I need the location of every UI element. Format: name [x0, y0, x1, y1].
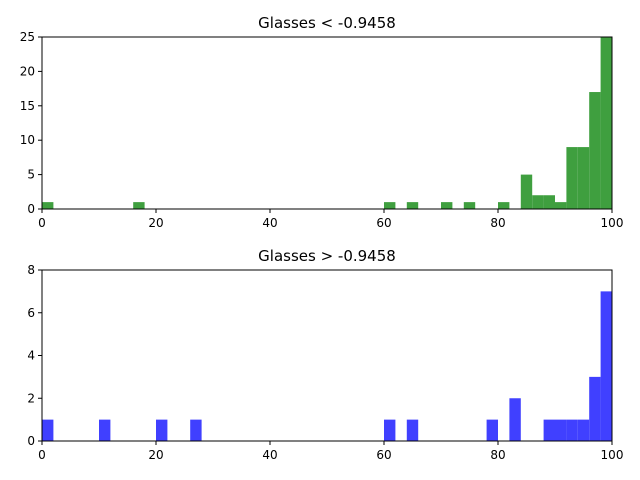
x-tick-label: 20	[148, 448, 163, 462]
histogram-bar	[566, 147, 578, 209]
histogram-bar	[133, 202, 145, 209]
y-tick-label: 5	[27, 168, 35, 182]
histogram-bar	[42, 419, 54, 441]
y-tick-label: 8	[27, 263, 35, 277]
chart-title: Glasses > -0.9458	[258, 247, 396, 265]
y-tick-label: 2	[27, 391, 35, 405]
histogram-bar	[509, 398, 521, 441]
chart-top: Glasses < -0.9458 0 20 40 60 80 100 0 5 10 15 20 25	[20, 14, 624, 230]
histogram-bar	[577, 147, 590, 209]
x-tick-label: 20	[148, 216, 163, 230]
histogram-bar	[600, 291, 612, 441]
histogram-bar	[384, 202, 396, 209]
x-tick-label: 40	[262, 216, 277, 230]
axes: 0 20 40 60 80 100 0 5 10 15 20 25	[20, 30, 624, 230]
x-tick-label: 60	[376, 448, 391, 462]
histogram-bar	[406, 419, 419, 441]
histogram-bar	[543, 419, 555, 441]
y-tick-label: 6	[27, 306, 35, 320]
histogram-bar	[486, 419, 498, 441]
histogram-bar	[555, 202, 567, 209]
y-tick-label: 20	[20, 64, 35, 78]
histogram-bar	[406, 202, 419, 209]
y-tick-label: 0	[27, 434, 35, 448]
histogram-bar	[156, 419, 168, 441]
x-tick-label: 80	[490, 448, 505, 462]
chart-title: Glasses < -0.9458	[258, 14, 396, 32]
histogram-bar	[532, 195, 544, 209]
y-tick-label: 15	[20, 99, 35, 113]
axes: 0 20 40 60 80 100 0 2 4 6 8	[27, 263, 623, 462]
chart-bottom: Glasses > -0.9458 0 20 40 60 80 100 0 2 4 6 8	[27, 247, 623, 462]
histogram-bar	[543, 195, 555, 209]
histogram-bar	[577, 419, 590, 441]
plot-frame	[41, 36, 613, 210]
histogram-bar	[441, 202, 453, 209]
plot-frame	[41, 269, 613, 442]
histogram-bar	[463, 202, 476, 209]
bars	[42, 37, 612, 209]
histogram-bar	[42, 202, 54, 209]
y-tick-label: 0	[27, 202, 35, 216]
histogram-bar	[498, 202, 510, 209]
x-tick-label: 40	[262, 448, 277, 462]
x-tick-label: 0	[38, 216, 46, 230]
histogram-bar	[566, 419, 578, 441]
x-tick-label: 80	[490, 216, 505, 230]
histogram-bar	[589, 376, 601, 441]
x-tick-label: 100	[601, 448, 624, 462]
histogram-bar	[589, 92, 601, 209]
bars	[42, 291, 612, 441]
x-tick-label: 0	[38, 448, 46, 462]
x-tick-label: 60	[376, 216, 391, 230]
histogram-bar	[600, 37, 612, 209]
histogram-bar	[99, 419, 111, 441]
histogram-bar	[555, 419, 567, 441]
histogram-bar	[384, 419, 396, 441]
x-tick-label: 100	[601, 216, 624, 230]
y-tick-label: 4	[27, 349, 35, 363]
y-tick-label: 10	[20, 133, 35, 147]
y-tick-label: 25	[20, 30, 35, 44]
histogram-bar	[190, 419, 202, 441]
histogram-bar	[520, 174, 533, 209]
